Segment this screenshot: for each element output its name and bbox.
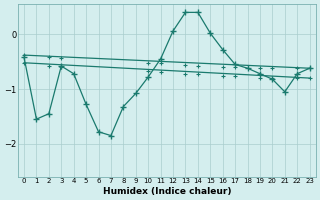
X-axis label: Humidex (Indice chaleur): Humidex (Indice chaleur) — [103, 187, 231, 196]
